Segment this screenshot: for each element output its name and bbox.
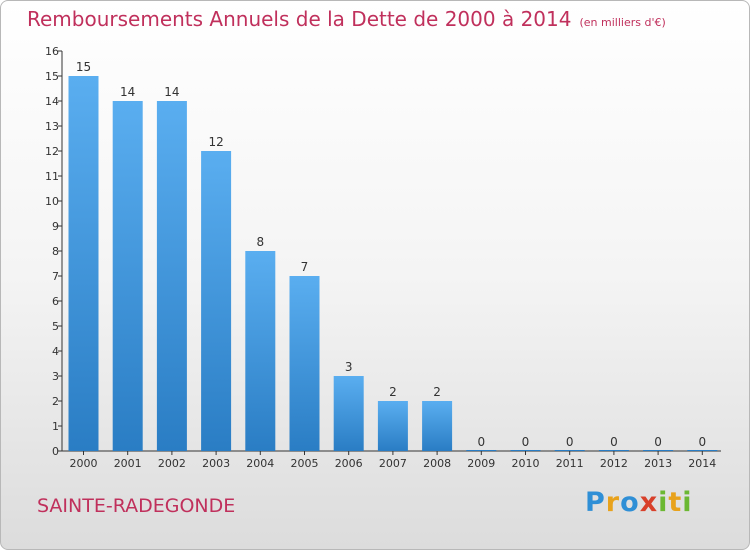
bar-value-label: 7 — [301, 260, 309, 274]
logo-letter: t — [668, 487, 683, 518]
bar-value-label: 3 — [345, 360, 353, 374]
x-tick-label: 2001 — [114, 457, 142, 470]
y-tick-label: 16 — [45, 45, 59, 58]
y-tick-label: 12 — [45, 145, 59, 158]
bar — [598, 450, 629, 451]
chart-unit: (en milliers d'€) — [579, 16, 666, 29]
y-tick-label: 15 — [45, 70, 59, 83]
bar-value-label: 0 — [566, 435, 574, 449]
bar-value-label: 0 — [477, 435, 485, 449]
bar-value-label: 15 — [76, 60, 91, 74]
x-tick-label: 2012 — [600, 457, 628, 470]
x-tick-label: 2000 — [70, 457, 98, 470]
logo-letter: i — [682, 487, 693, 518]
bar — [510, 450, 541, 451]
bar — [245, 251, 276, 451]
bar-value-label: 0 — [522, 435, 530, 449]
bar — [643, 450, 674, 451]
bar-value-label: 0 — [610, 435, 618, 449]
bar-value-label: 2 — [389, 385, 397, 399]
x-tick-label: 2014 — [688, 457, 716, 470]
bar-value-label: 0 — [698, 435, 706, 449]
y-tick-label: 3 — [52, 370, 59, 383]
bar — [333, 376, 364, 451]
bar — [156, 101, 187, 451]
bar — [466, 450, 497, 451]
bar-value-label: 14 — [120, 85, 135, 99]
x-tick-label: 2006 — [335, 457, 363, 470]
y-tick-label: 8 — [52, 245, 59, 258]
y-tick-label: 7 — [52, 270, 59, 283]
y-tick-label: 11 — [45, 170, 59, 183]
y-tick-label: 14 — [45, 95, 59, 108]
logo-letter: r — [605, 487, 621, 518]
x-tick-label: 2008 — [423, 457, 451, 470]
bar-value-label: 8 — [256, 235, 264, 249]
logo-letter: i — [658, 487, 669, 518]
y-tick-label: 13 — [45, 120, 59, 133]
y-tick-label: 6 — [52, 295, 59, 308]
proxiti-logo: Proxiti — [585, 487, 693, 518]
y-tick-label: 10 — [45, 195, 59, 208]
logo-letter: x — [639, 487, 659, 518]
bar — [377, 401, 408, 451]
x-tick-label: 2002 — [158, 457, 186, 470]
y-tick-label: 9 — [52, 220, 59, 233]
chart-title: Remboursements Annuels de la Dette de 20… — [27, 7, 666, 31]
commune-name: SAINTE-RADEGONDE — [37, 495, 236, 517]
y-tick-label: 5 — [52, 320, 59, 333]
x-tick-label: 2007 — [379, 457, 407, 470]
x-tick-label: 2004 — [246, 457, 274, 470]
bar-value-label: 2 — [433, 385, 441, 399]
bar — [289, 276, 320, 451]
bar — [112, 101, 143, 451]
logo-letter: P — [585, 487, 606, 518]
bar — [687, 450, 718, 451]
x-tick-label: 2013 — [644, 457, 672, 470]
x-tick-label: 2003 — [202, 457, 230, 470]
x-tick-label: 2005 — [291, 457, 319, 470]
bar-value-label: 12 — [208, 135, 223, 149]
bar — [554, 450, 585, 451]
bar-value-label: 0 — [654, 435, 662, 449]
bar-value-label: 14 — [164, 85, 179, 99]
x-tick-label: 2010 — [512, 457, 540, 470]
y-tick-label: 1 — [52, 420, 59, 433]
logo-letter: o — [620, 487, 640, 518]
x-tick-label: 2011 — [556, 457, 584, 470]
bar — [201, 151, 232, 451]
y-tick-label: 2 — [52, 395, 59, 408]
bar — [68, 76, 99, 451]
y-tick-label: 0 — [52, 445, 59, 458]
x-tick-label: 2009 — [467, 457, 495, 470]
bar — [422, 401, 453, 451]
y-tick-label: 4 — [52, 345, 59, 358]
